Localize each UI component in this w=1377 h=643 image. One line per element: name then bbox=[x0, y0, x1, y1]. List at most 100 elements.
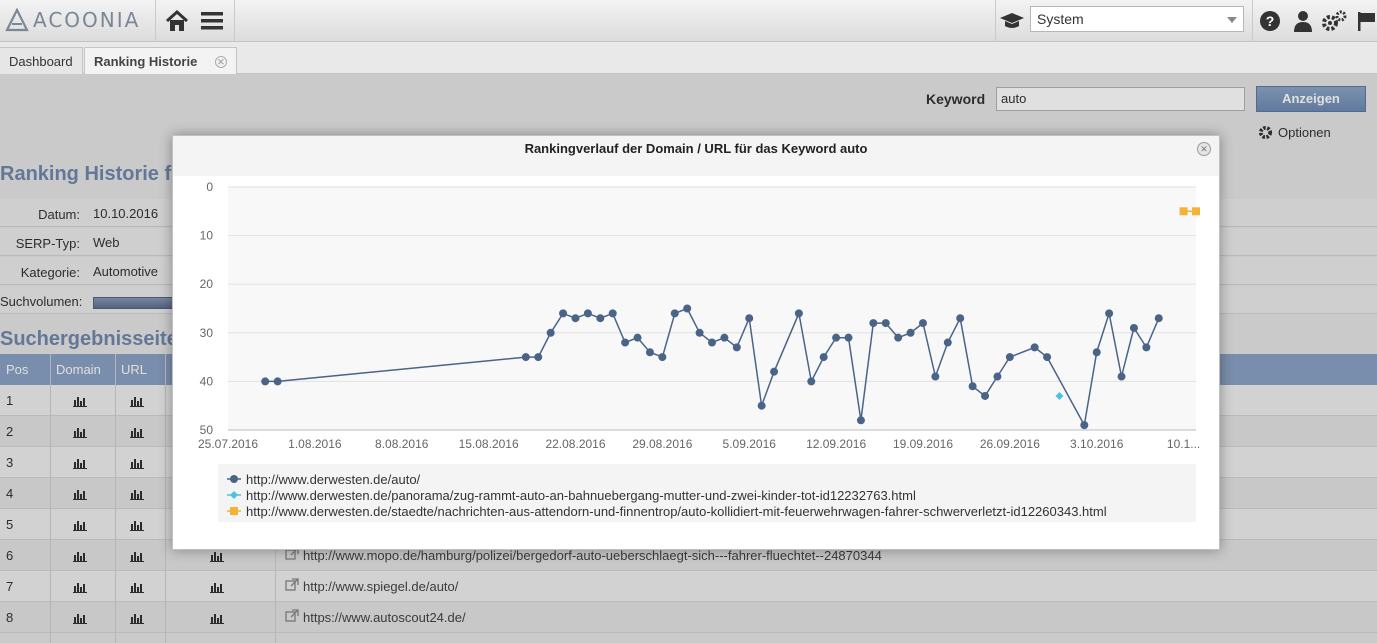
url-chart-icon[interactable] bbox=[130, 395, 144, 407]
options-button[interactable]: Optionen bbox=[1258, 125, 1331, 140]
date-value: 10.10.2016 bbox=[93, 206, 159, 221]
help-icon[interactable]: ? bbox=[1257, 8, 1283, 34]
data-point bbox=[832, 333, 841, 342]
url-chart-icon[interactable] bbox=[130, 581, 144, 593]
data-point bbox=[807, 377, 816, 386]
logo-mark-icon bbox=[5, 8, 29, 32]
app-logo[interactable]: ACOONIA bbox=[5, 6, 140, 34]
data-point bbox=[645, 348, 654, 357]
ranking-chart-icon[interactable] bbox=[210, 581, 224, 593]
data-point bbox=[745, 314, 754, 323]
data-point bbox=[1129, 323, 1138, 332]
data-point bbox=[708, 338, 716, 347]
domain-chart-icon[interactable] bbox=[73, 488, 87, 500]
show-button[interactable]: Anzeigen bbox=[1256, 86, 1366, 112]
data-point bbox=[819, 353, 828, 362]
data-point bbox=[894, 333, 903, 342]
ranking-chart-icon[interactable] bbox=[210, 550, 224, 562]
flag-icon[interactable] bbox=[1355, 8, 1377, 34]
table-row: 8 https://www.autoscout24.de/ bbox=[0, 602, 1377, 633]
data-point bbox=[1030, 343, 1039, 352]
column-header-domain[interactable]: Domain bbox=[56, 362, 101, 377]
url-chart-icon[interactable] bbox=[130, 550, 144, 562]
url-chart-icon[interactable] bbox=[130, 457, 144, 469]
chevron-down-icon bbox=[1227, 17, 1237, 23]
column-header-url[interactable]: URL bbox=[121, 362, 148, 377]
legend-label: http://www.derwesten.de/staedte/nachrich… bbox=[246, 504, 1107, 519]
url-chart-icon[interactable] bbox=[130, 488, 144, 500]
url-chart-icon[interactable] bbox=[130, 519, 144, 531]
domain-chart-icon[interactable] bbox=[73, 426, 87, 438]
x-tick-label: 10.1... bbox=[1167, 437, 1200, 451]
y-tick-label: 10 bbox=[200, 229, 214, 243]
column-header-pos[interactable]: Pos bbox=[6, 362, 29, 377]
data-point bbox=[273, 377, 282, 386]
x-tick-label: 29.08.2016 bbox=[632, 437, 692, 451]
data-point bbox=[1043, 353, 1052, 362]
x-tick-label: 19.09.2016 bbox=[893, 437, 953, 451]
data-point bbox=[608, 309, 617, 318]
x-tick-label: 8.08.2016 bbox=[375, 437, 429, 451]
data-point bbox=[993, 372, 1002, 381]
domain-chart-icon[interactable] bbox=[73, 581, 87, 593]
data-point bbox=[559, 309, 568, 318]
system-select-value: System bbox=[1037, 11, 1084, 27]
close-icon[interactable]: ✕ bbox=[1197, 142, 1211, 156]
data-point bbox=[943, 338, 952, 347]
domain-chart-icon[interactable] bbox=[73, 519, 87, 531]
data-point bbox=[621, 338, 630, 347]
logo-text: ACOONIA bbox=[33, 8, 141, 32]
settings-gears-icon[interactable] bbox=[1321, 8, 1347, 34]
ranking-chart-icon[interactable] bbox=[210, 612, 224, 624]
x-tick-label: 1.08.2016 bbox=[288, 437, 342, 451]
home-icon[interactable] bbox=[164, 8, 190, 34]
x-tick-label: 5.09.2016 bbox=[723, 437, 777, 451]
tab-label: Dashboard bbox=[9, 54, 73, 69]
close-icon[interactable]: ✕ bbox=[214, 56, 227, 68]
svg-text:?: ? bbox=[1266, 13, 1275, 29]
legend-label: http://www.derwesten.de/panorama/zug-ram… bbox=[246, 488, 916, 503]
volume-label: Suchvolumen: bbox=[0, 294, 83, 309]
row-position: 2 bbox=[6, 424, 14, 439]
tab-ranking-historie[interactable]: Ranking Historie ✕ bbox=[84, 47, 237, 74]
results-title: Suchergebnisseite bbox=[0, 328, 178, 350]
url-chart-icon[interactable] bbox=[130, 612, 144, 624]
y-tick-label: 20 bbox=[200, 277, 214, 291]
category-label: Kategorie: bbox=[20, 265, 80, 280]
x-tick-label: 22.08.2016 bbox=[545, 437, 605, 451]
data-point bbox=[583, 309, 592, 318]
data-point bbox=[906, 328, 915, 337]
url-chart-icon[interactable] bbox=[130, 426, 144, 438]
serp-label: SERP-Typ: bbox=[15, 236, 80, 251]
menu-icon[interactable] bbox=[199, 8, 225, 34]
result-link[interactable]: https://www.autoscout24.de/ bbox=[285, 609, 466, 625]
y-tick-label: 0 bbox=[206, 180, 213, 194]
tab-label: Ranking Historie bbox=[94, 54, 198, 69]
result-link[interactable]: http://www.mopo.de/hamburg/polizei/berge… bbox=[285, 547, 882, 563]
user-icon[interactable] bbox=[1290, 8, 1316, 34]
data-point bbox=[881, 319, 890, 328]
graduation-cap-icon[interactable] bbox=[999, 8, 1025, 34]
domain-chart-icon[interactable] bbox=[73, 550, 87, 562]
data-point bbox=[534, 353, 543, 362]
tab-dashboard[interactable]: Dashboard bbox=[0, 47, 83, 74]
data-point bbox=[261, 377, 270, 386]
data-point bbox=[732, 343, 741, 352]
system-select[interactable]: System bbox=[1030, 6, 1244, 32]
column-divider bbox=[50, 354, 51, 643]
domain-chart-icon[interactable] bbox=[73, 395, 87, 407]
legend-label: http://www.derwesten.de/auto/ bbox=[246, 472, 421, 487]
data-point bbox=[683, 304, 692, 313]
toolbar-divider bbox=[234, 0, 235, 42]
legend-marker bbox=[230, 475, 238, 483]
legend-box bbox=[218, 464, 1196, 522]
date-label: Datum: bbox=[38, 207, 80, 222]
result-link[interactable]: http://www.spiegel.de/auto/ bbox=[285, 578, 458, 594]
dialog-header: Rankingverlauf der Domain / URL für das … bbox=[173, 136, 1219, 176]
x-tick-label: 26.09.2016 bbox=[980, 437, 1040, 451]
domain-chart-icon[interactable] bbox=[73, 612, 87, 624]
data-point bbox=[596, 314, 605, 323]
external-link-icon bbox=[285, 609, 299, 625]
keyword-input[interactable]: auto bbox=[996, 87, 1245, 111]
domain-chart-icon[interactable] bbox=[73, 457, 87, 469]
